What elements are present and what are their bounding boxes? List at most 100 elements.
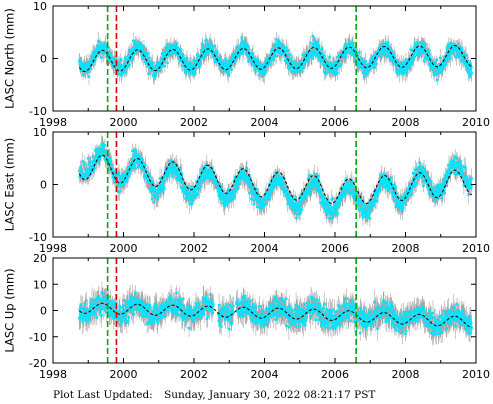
data-point <box>348 190 351 194</box>
data-point <box>153 187 156 190</box>
data-point <box>120 72 124 76</box>
data-point <box>393 324 397 328</box>
data-point <box>283 308 286 312</box>
data-point <box>290 316 294 319</box>
data-point <box>406 312 409 316</box>
data-point <box>284 46 288 49</box>
data-point <box>233 52 236 56</box>
data-point <box>198 307 202 311</box>
data-point <box>230 60 233 64</box>
data-point <box>338 64 342 68</box>
data-point <box>315 188 319 192</box>
data-point <box>384 47 387 51</box>
data-point <box>454 49 458 52</box>
data-point <box>287 192 290 196</box>
data-point <box>465 62 469 66</box>
data-point <box>131 58 134 61</box>
data-point <box>412 52 416 55</box>
data-point <box>175 176 178 180</box>
data-point <box>319 187 323 191</box>
data-point <box>175 291 178 295</box>
data-point <box>286 49 290 52</box>
data-point <box>279 306 283 309</box>
data-point <box>251 303 255 306</box>
data-point <box>132 162 135 166</box>
data-point <box>394 59 398 62</box>
data-point <box>293 209 296 213</box>
data-point <box>121 172 124 176</box>
data-point <box>337 304 340 307</box>
data-point <box>267 190 271 194</box>
data-point <box>454 165 458 168</box>
data-point <box>223 193 227 197</box>
data-point <box>316 46 319 49</box>
data-point <box>440 64 443 68</box>
data-point <box>296 320 299 324</box>
data-point <box>122 309 125 312</box>
data-point <box>362 61 366 64</box>
data-point <box>133 48 137 52</box>
data-point <box>272 186 275 190</box>
data-point <box>248 192 251 195</box>
data-point <box>199 311 203 314</box>
data-point <box>388 316 392 319</box>
data-point <box>350 299 354 303</box>
data-point <box>210 303 213 306</box>
data-point <box>146 181 150 184</box>
data-point <box>440 70 443 74</box>
data-point <box>306 192 309 195</box>
data-point <box>294 203 298 207</box>
data-point <box>103 308 107 311</box>
data-point <box>382 177 386 180</box>
data-point <box>404 332 407 336</box>
data-point <box>100 44 104 47</box>
data-point <box>289 307 293 311</box>
data-point <box>201 48 205 52</box>
data-point <box>278 307 282 311</box>
data-point <box>169 303 173 306</box>
data-point <box>376 193 379 197</box>
data-point <box>394 64 398 68</box>
data-point <box>398 318 401 322</box>
data-point <box>351 191 355 194</box>
data-point <box>456 48 460 52</box>
data-point <box>275 182 279 185</box>
data-point <box>417 165 421 169</box>
data-point <box>371 313 375 317</box>
data-point <box>449 170 452 173</box>
data-point <box>297 319 301 323</box>
data-point <box>374 55 378 58</box>
data-point <box>431 311 435 315</box>
data-point <box>421 49 424 53</box>
data-point <box>213 44 216 48</box>
data-point <box>407 192 410 196</box>
data-point <box>136 156 140 159</box>
data-point <box>276 44 280 48</box>
data-point <box>273 43 277 46</box>
data-point <box>140 44 143 48</box>
data-point <box>429 180 433 183</box>
data-point <box>386 189 390 192</box>
data-point <box>90 168 93 171</box>
data-point <box>385 301 389 304</box>
data-point <box>127 59 131 63</box>
data-point <box>402 324 405 328</box>
data-point <box>416 319 419 323</box>
data-point <box>109 56 112 60</box>
data-point <box>339 198 343 202</box>
data-point <box>267 63 270 66</box>
data-point <box>306 305 310 309</box>
data-point <box>420 51 424 54</box>
data-point <box>153 194 157 197</box>
data-point <box>355 193 358 196</box>
data-point <box>176 176 180 179</box>
data-point <box>369 58 372 62</box>
data-point <box>321 194 325 197</box>
data-point <box>331 197 334 200</box>
data-point <box>225 303 228 307</box>
data-point <box>170 52 173 55</box>
data-point <box>175 310 179 313</box>
data-point <box>230 68 233 71</box>
data-point <box>293 60 296 64</box>
